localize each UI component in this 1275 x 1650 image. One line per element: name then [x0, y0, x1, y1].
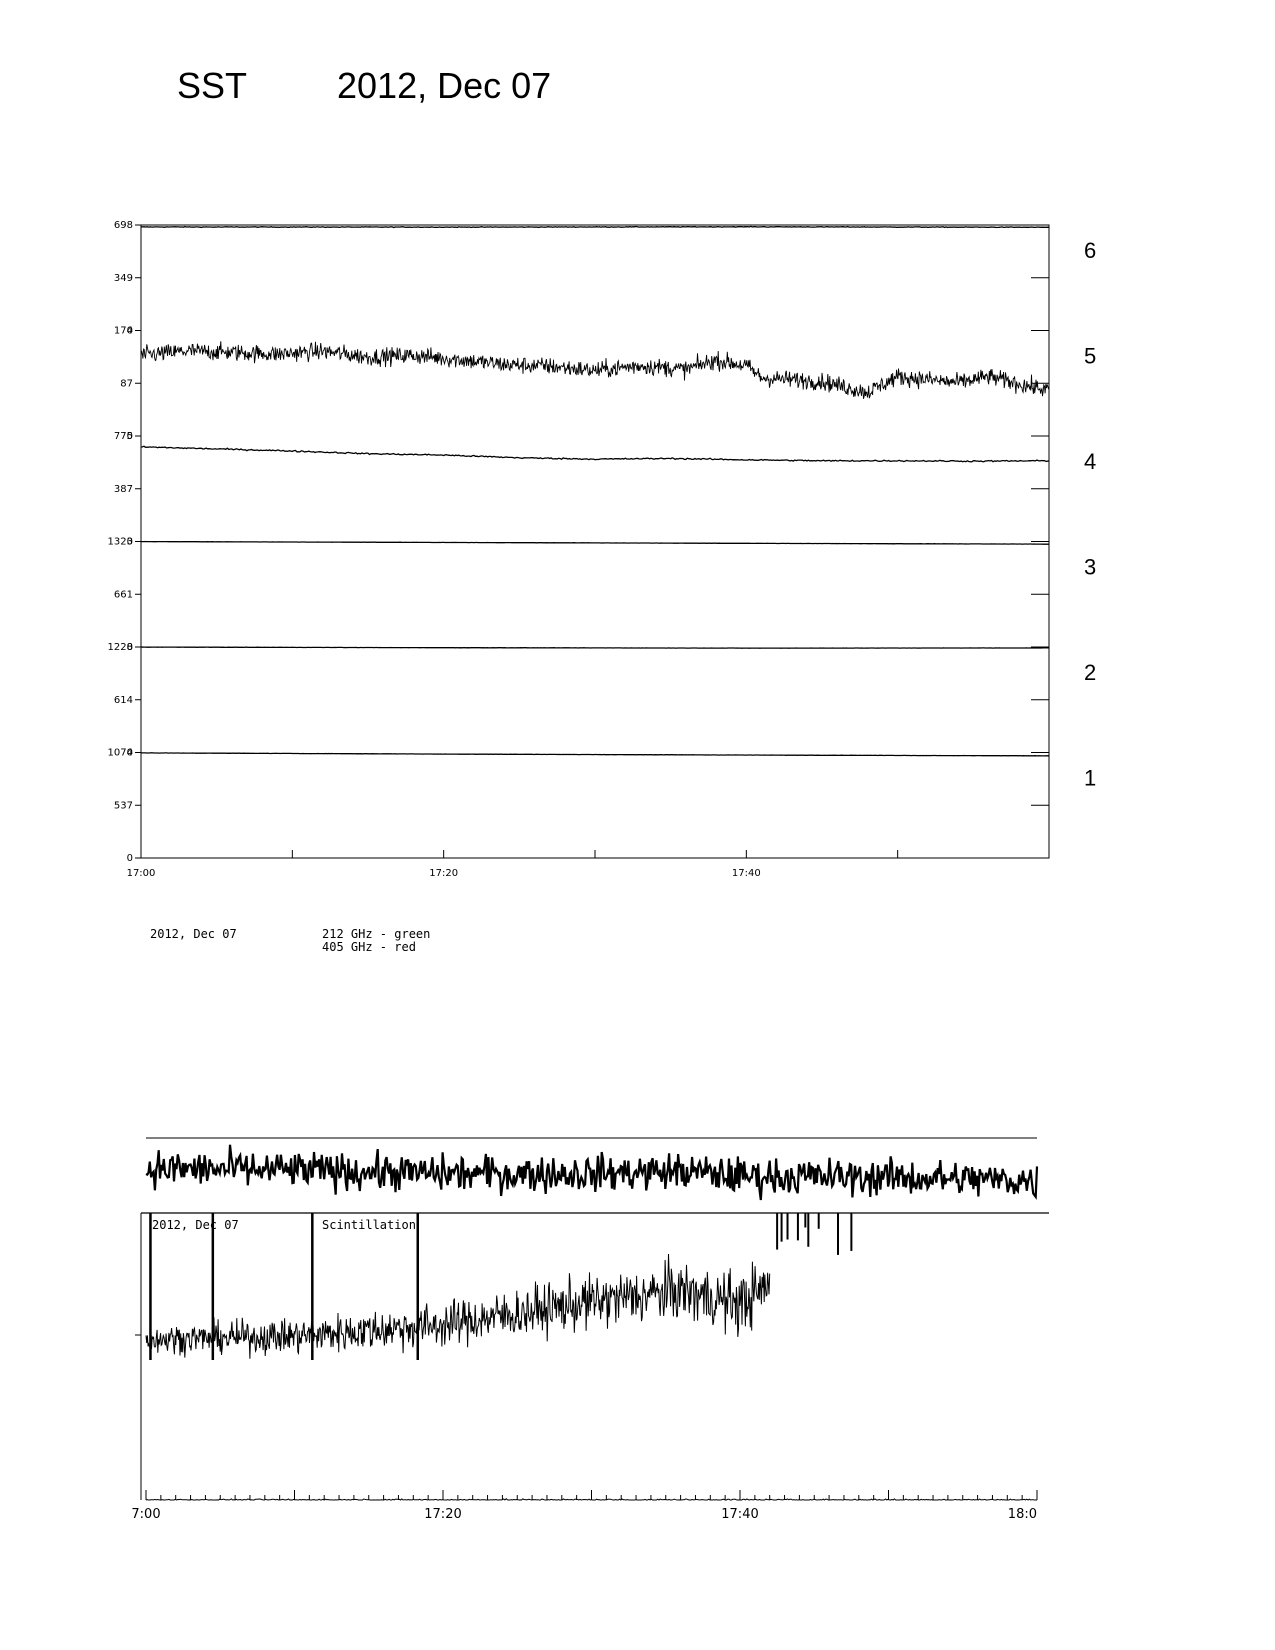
date-title: 2012, Dec 07 — [337, 65, 551, 106]
x-tick-label: 17:20 — [424, 1507, 461, 1522]
scintillation-label: Scintillation — [322, 1218, 416, 1232]
channel-6-trace — [140, 225, 1050, 229]
y-tick-label: 387 — [114, 484, 133, 495]
y-tick-label: 0 — [127, 326, 133, 337]
instrument-title: SST — [177, 65, 247, 106]
y-tick-label: 0 — [127, 431, 133, 442]
y-tick-label: 349 — [114, 273, 133, 284]
channel-3-trace — [141, 540, 1050, 545]
channel-label: 4 — [1084, 449, 1096, 474]
chart2-legend: 2012, Dec 07 212 GHz - green 405 GHz - r… — [150, 927, 430, 954]
scintillation-date-label: 2012, Dec 07 — [152, 1218, 239, 1232]
channel-label: 6 — [1084, 238, 1096, 263]
x-tick-label: 18:0 — [1008, 1507, 1037, 1522]
channel-label: 1 — [1084, 765, 1096, 790]
y-tick-label: 0 — [127, 642, 133, 653]
series-2-trace — [145, 1144, 1039, 1201]
x-tick-label: 17:40 — [721, 1507, 758, 1522]
x-tick-label: 7:00 — [131, 1507, 160, 1522]
scintillation-trace — [145, 1253, 771, 1359]
channel-time-series-chart: 698 349 0 6 174 87 0 5 775 387 0 4 1323 661 0 3 1228 614 0… — [108, 220, 1097, 879]
channel-label: 3 — [1084, 554, 1096, 579]
channel-label: 2 — [1084, 660, 1096, 685]
y-tick-label: 0 — [127, 748, 133, 759]
y-tick-label: 775 — [114, 431, 133, 442]
channel-2-trace — [140, 646, 1049, 649]
y-tick-label: 698 — [114, 220, 133, 231]
y-tick-label: 661 — [114, 589, 133, 600]
y-tick-label: 0 — [127, 537, 133, 548]
y-tick-label: 537 — [114, 800, 133, 811]
x-tick-label: 17:20 — [429, 868, 458, 879]
channel-label: 5 — [1084, 343, 1096, 368]
legend-date: 2012, Dec 07 — [150, 927, 237, 941]
y-tick-label: 0 — [127, 853, 133, 864]
x-tick-label: 17:40 — [732, 868, 761, 879]
y-tick-label: 1074 — [108, 748, 133, 759]
channel-5-trace — [140, 341, 1050, 399]
y-tick-label: 174 — [114, 326, 133, 337]
channel-4-trace — [140, 445, 1050, 463]
legend-line-212: 212 GHz - green — [322, 927, 430, 941]
y-tick-label: 1323 — [108, 537, 133, 548]
legend-line-405: 405 GHz - red — [322, 940, 416, 954]
y-tick-label: 87 — [120, 378, 133, 389]
scintillation-chart: 2012, Dec 07 Scintillation 7:00 17:20 17:4… — [131, 1137, 1049, 1522]
x-tick-label: 17:00 — [127, 868, 156, 879]
y-tick-label: 614 — [114, 695, 133, 706]
channel-1-trace — [141, 752, 1049, 757]
y-tick-label: 1228 — [108, 642, 133, 653]
